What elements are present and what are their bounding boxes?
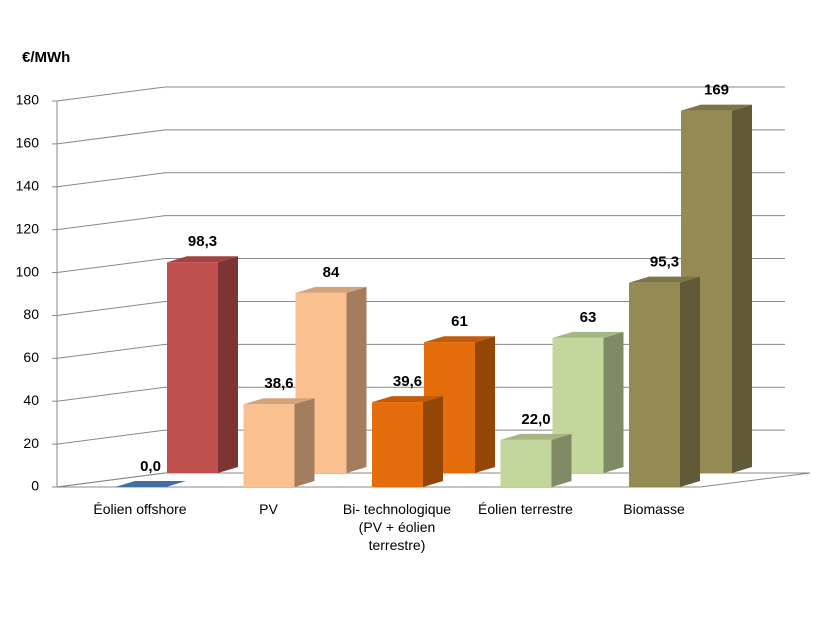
y-tick-label: 160 — [16, 135, 40, 151]
value-label: 63 — [580, 309, 597, 326]
x-tick-label: PV — [259, 501, 278, 517]
bar-top — [500, 433, 572, 440]
y-tick-label: 180 — [16, 92, 40, 108]
bar — [500, 439, 552, 487]
value-label: 95,3 — [650, 254, 679, 271]
bar-top — [372, 396, 443, 403]
bar-side — [423, 396, 443, 487]
value-label: 169 — [704, 82, 729, 99]
value-label: 38,6 — [264, 375, 293, 392]
bar-top — [115, 481, 186, 487]
bar — [167, 262, 218, 473]
bar-side — [475, 336, 495, 473]
value-label: 61 — [451, 313, 468, 330]
bar-side — [603, 331, 624, 473]
value-label: 22,0 — [521, 411, 550, 428]
bar — [243, 404, 295, 487]
y-tick-label: 100 — [16, 263, 40, 279]
y-tick-label: 80 — [23, 306, 39, 322]
bar-side — [294, 398, 315, 487]
x-tick-label: Éolien offshore — [93, 501, 186, 517]
grid-line — [56, 258, 785, 274]
bar-side — [218, 256, 238, 473]
x-tick-label: Éolien terrestre — [478, 501, 573, 517]
y-tick-label: 120 — [16, 220, 40, 236]
bar-top — [629, 276, 700, 283]
grid-line — [56, 300, 785, 316]
bar-top — [167, 256, 238, 263]
value-label: 98,3 — [188, 233, 217, 250]
x-tick-label: Biomasse — [623, 501, 685, 517]
value-label: 84 — [323, 264, 340, 281]
y-tick-label: 40 — [23, 392, 39, 408]
bar-top — [243, 398, 315, 405]
grid-line — [56, 215, 785, 231]
x-tick-label: Bi- technologique (PV + éolien terrestre) — [343, 501, 451, 553]
bar-side — [680, 276, 700, 487]
y-tick-label: 0 — [31, 478, 39, 494]
bar-side — [732, 104, 752, 473]
bar-top — [424, 336, 495, 343]
y-tick-label: 140 — [16, 177, 40, 193]
bar-top — [295, 286, 367, 293]
bar-top — [681, 104, 752, 111]
bar-top — [552, 331, 624, 338]
bar — [629, 282, 680, 487]
y-axis-title: €/MWh — [22, 49, 70, 66]
grid-line — [56, 172, 785, 188]
y-tick-label: 60 — [23, 349, 39, 365]
value-label: 0,0 — [140, 458, 161, 475]
y-tick-label: 20 — [23, 435, 39, 451]
bar-side — [346, 286, 367, 473]
grid-line — [56, 86, 785, 102]
bar — [372, 402, 423, 487]
value-label: 39,6 — [393, 373, 422, 390]
grid-line — [56, 129, 785, 145]
bar-side — [551, 433, 572, 487]
